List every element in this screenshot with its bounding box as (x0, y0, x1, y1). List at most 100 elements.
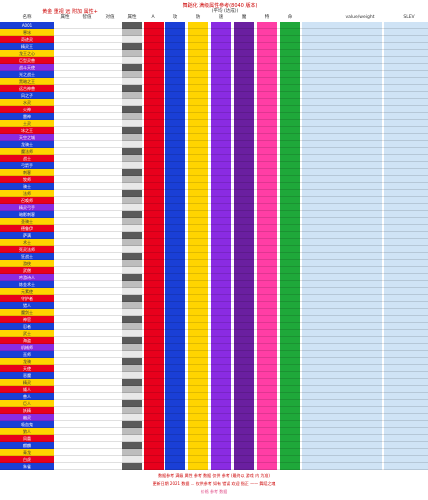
row-label: 龙骑士 (0, 141, 54, 148)
footer-line-3: 价格 参考 数据 (200, 489, 228, 494)
row-label: 德鲁伊 (0, 225, 54, 232)
row-label: 水灵 (0, 99, 54, 106)
row-divider (0, 315, 428, 316)
row-label: 龙王之心 (0, 50, 54, 57)
row-divider (0, 84, 428, 85)
row-label: 矮人 (0, 386, 54, 393)
header-c6: 攻 (172, 15, 178, 20)
shade-cell (122, 316, 142, 323)
row-label: 青龙 (0, 449, 54, 456)
col-pink (257, 22, 277, 470)
footer-line-2: 更新日期 2021 数据 ... 仅供参考 如有 错误 欢迎 指正 —— 舞蹈之… (152, 481, 276, 486)
row-divider (0, 350, 428, 351)
col-green (280, 22, 300, 470)
row-label: 火神 (0, 106, 54, 113)
shade-cell (122, 323, 142, 330)
row-divider (0, 413, 428, 414)
shade-cell (122, 204, 142, 211)
row-divider (0, 441, 428, 442)
row-label: 兽人 (0, 393, 54, 400)
shade-cell (122, 246, 142, 253)
shade-cell (122, 379, 142, 386)
col-blue (165, 22, 185, 470)
row-label: 幽灵 (0, 414, 54, 421)
row-divider (0, 455, 428, 456)
row-label: 天空之城 (0, 134, 54, 141)
row-label: 魔剑士 (0, 309, 54, 316)
row-divider (0, 462, 428, 463)
col-lightblue-a (302, 22, 382, 470)
shade-cell (122, 295, 142, 302)
row-divider (0, 77, 428, 78)
shade-cell (122, 239, 142, 246)
row-divider (0, 406, 428, 407)
row-label: 海盗 (0, 337, 54, 344)
row-label: 萨满 (0, 232, 54, 239)
header-c11: 命 (287, 15, 293, 20)
row-label: 朱雀 (0, 463, 54, 470)
row-label: 炼金术士 (0, 281, 54, 288)
row-label: 寒冰 (0, 29, 54, 36)
row-label: 刺客 (0, 169, 54, 176)
row-divider (0, 427, 428, 428)
shade-cell (122, 351, 142, 358)
shade-cell (122, 78, 142, 85)
row-label: 忍者 (0, 323, 54, 330)
row-label: 元素使 (0, 288, 54, 295)
shade-cell (122, 57, 142, 64)
row-label: 风之子 (0, 92, 54, 99)
row-divider (0, 168, 428, 169)
shade-cell (122, 421, 142, 428)
shade-cell (122, 442, 142, 449)
row-divider (0, 42, 428, 43)
col-violet (234, 22, 254, 470)
shade-cell (122, 449, 142, 456)
row-label: 土灵 (0, 120, 54, 127)
row-label: 法师 (0, 190, 54, 197)
row-label: 恶魔 (0, 372, 54, 379)
row-label: 精灵弓手 (0, 204, 54, 211)
row-divider (0, 273, 428, 274)
row-label: 骑士 (0, 183, 54, 190)
shade-cell (122, 162, 142, 169)
header-right1: value/weight (345, 15, 375, 20)
row-label: 黑暗之王 (0, 78, 54, 85)
row-label: 巫师 (0, 351, 54, 358)
shade-cell (122, 64, 142, 71)
row-label: 战士 (0, 155, 54, 162)
row-label: 死灵法师 (0, 246, 54, 253)
header-c2: 智值 (82, 15, 92, 20)
row-label: 狼人 (0, 428, 54, 435)
shade-cell (122, 267, 142, 274)
data-grid: A001 寒冰 奇迹灵 精灵王 龙王之心 巨型灵兽 战斗天使 光之战士 黑暗之王 远古神兽 风之子水… (0, 22, 428, 470)
shade-cell (122, 358, 142, 365)
shade-cell (122, 365, 142, 372)
shade-cell (122, 435, 142, 442)
shade-cell (122, 253, 142, 260)
shade-cell (122, 85, 142, 92)
row-divider (0, 210, 428, 211)
row-divider (0, 56, 428, 57)
row-label: 狂战士 (0, 253, 54, 260)
row-label: 巨人 (0, 400, 54, 407)
row-divider (0, 392, 428, 393)
shade-cell (122, 386, 142, 393)
row-divider (0, 371, 428, 372)
row-divider (0, 280, 428, 281)
row-divider (0, 357, 428, 358)
shade-cell (122, 281, 142, 288)
header-c9: 魔 (241, 15, 247, 20)
row-divider (0, 308, 428, 309)
shade-cell (122, 211, 142, 218)
row-label: 武僧 (0, 267, 54, 274)
row-label: 弓箭手 (0, 162, 54, 169)
header-name: 名称 (22, 15, 32, 20)
row-label: 召唤师 (0, 197, 54, 204)
col-yellow (188, 22, 208, 470)
row-divider (0, 252, 428, 253)
shade-cell (122, 428, 142, 435)
row-divider (0, 329, 428, 330)
shade-cell (122, 414, 142, 421)
row-divider (0, 420, 428, 421)
